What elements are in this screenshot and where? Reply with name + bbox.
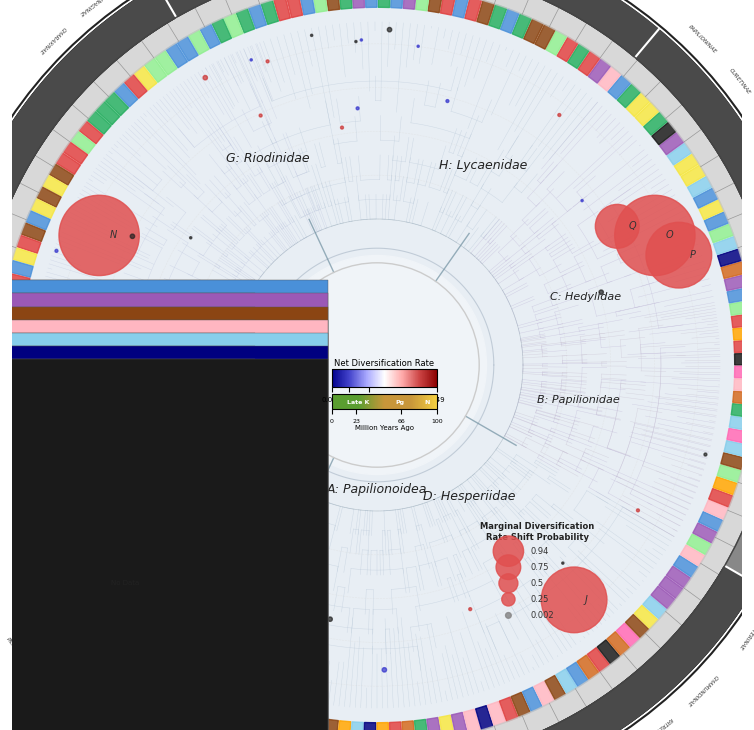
Polygon shape <box>63 565 87 587</box>
Text: Poaceae: Poaceae <box>112 554 140 560</box>
Text: Violaceae: Violaceae <box>38 580 72 586</box>
Polygon shape <box>535 24 555 49</box>
FancyBboxPatch shape <box>0 307 328 730</box>
Polygon shape <box>403 0 417 9</box>
Text: No Data: No Data <box>112 580 139 586</box>
Circle shape <box>499 574 518 593</box>
Polygon shape <box>727 288 751 303</box>
Text: Q: Q <box>628 221 636 231</box>
Text: 0.75: 0.75 <box>530 563 549 572</box>
Circle shape <box>581 199 583 201</box>
Polygon shape <box>439 715 455 730</box>
Polygon shape <box>597 639 620 664</box>
Text: L: L <box>161 519 166 529</box>
Polygon shape <box>206 566 754 730</box>
Polygon shape <box>659 576 683 599</box>
Polygon shape <box>587 648 610 672</box>
Text: Euphorbiaceae: Euphorbiaceae <box>38 528 90 534</box>
Polygon shape <box>339 0 352 9</box>
Circle shape <box>615 196 695 276</box>
Polygon shape <box>734 340 754 353</box>
Circle shape <box>558 114 561 117</box>
Polygon shape <box>718 249 742 266</box>
Polygon shape <box>155 50 177 75</box>
Text: K: K <box>259 638 265 648</box>
Polygon shape <box>26 210 51 230</box>
Polygon shape <box>105 92 128 115</box>
Polygon shape <box>512 14 532 38</box>
Polygon shape <box>546 31 567 55</box>
Polygon shape <box>261 0 278 24</box>
Polygon shape <box>734 353 754 365</box>
Polygon shape <box>17 235 41 253</box>
Polygon shape <box>78 585 103 608</box>
Polygon shape <box>390 722 402 730</box>
Polygon shape <box>734 379 754 391</box>
Text: Pg: Pg <box>396 400 405 404</box>
Circle shape <box>596 204 639 248</box>
Polygon shape <box>0 352 20 364</box>
Polygon shape <box>428 0 443 12</box>
Polygon shape <box>627 93 650 117</box>
Text: A: Papilionoidea: A: Papilionoidea <box>326 483 428 496</box>
Polygon shape <box>651 122 676 145</box>
Circle shape <box>311 34 313 37</box>
Polygon shape <box>557 37 578 61</box>
Circle shape <box>20 7 734 723</box>
Polygon shape <box>402 721 415 730</box>
Polygon shape <box>731 313 754 328</box>
Circle shape <box>259 114 262 117</box>
Text: Lamiaceae: Lamiaceae <box>38 541 76 547</box>
Polygon shape <box>674 154 699 175</box>
Text: Brassicaceae: Brassicaceae <box>38 515 84 520</box>
Polygon shape <box>187 675 208 699</box>
Circle shape <box>189 237 192 239</box>
Polygon shape <box>285 712 302 730</box>
Polygon shape <box>0 502 220 730</box>
Text: CURETINAE: CURETINAE <box>728 68 751 96</box>
Circle shape <box>360 39 363 41</box>
Circle shape <box>382 668 387 672</box>
Polygon shape <box>427 718 442 730</box>
Polygon shape <box>224 13 243 38</box>
Polygon shape <box>476 706 493 730</box>
Polygon shape <box>464 709 480 730</box>
Polygon shape <box>415 719 428 730</box>
Polygon shape <box>698 512 723 531</box>
Circle shape <box>355 40 357 42</box>
Polygon shape <box>133 639 156 664</box>
Polygon shape <box>1 415 25 430</box>
Polygon shape <box>78 121 103 144</box>
Polygon shape <box>379 0 391 7</box>
Polygon shape <box>96 101 120 125</box>
Polygon shape <box>363 723 375 730</box>
Polygon shape <box>0 312 23 326</box>
Circle shape <box>130 234 135 239</box>
Text: J: J <box>585 595 588 605</box>
Circle shape <box>328 617 333 621</box>
Polygon shape <box>200 24 220 49</box>
Text: Rutaceae: Rutaceae <box>38 567 71 573</box>
Circle shape <box>71 284 136 350</box>
Text: F: Nymphalidae: F: Nymphalidae <box>124 376 222 389</box>
Polygon shape <box>734 366 754 378</box>
Circle shape <box>315 697 317 699</box>
Polygon shape <box>134 66 157 91</box>
Polygon shape <box>0 326 21 339</box>
Circle shape <box>493 536 523 566</box>
Polygon shape <box>236 8 255 33</box>
Polygon shape <box>618 84 641 108</box>
Text: H: Lycaenidae: H: Lycaenidae <box>439 158 528 172</box>
Circle shape <box>636 509 639 512</box>
Circle shape <box>167 286 169 288</box>
Text: 0.5: 0.5 <box>530 579 544 588</box>
Text: M: M <box>115 312 123 322</box>
Text: Fabaceae: Fabaceae <box>112 528 144 534</box>
Polygon shape <box>177 36 198 61</box>
Polygon shape <box>87 111 111 134</box>
Text: 0.002: 0.002 <box>530 611 554 620</box>
Text: N: N <box>424 400 430 404</box>
FancyBboxPatch shape <box>0 307 255 730</box>
